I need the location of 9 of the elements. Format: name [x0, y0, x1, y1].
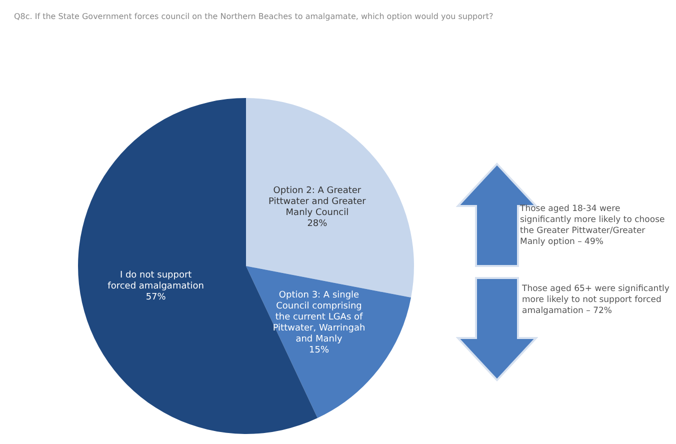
data-label: 28% [307, 218, 328, 229]
data-label: 15% [309, 345, 330, 356]
slice-label: Option 2: A Greater Pittwater and Greater Manly Council [268, 186, 366, 218]
slice-label: Option 3: A single Council comprising the current LGAs of Pittwater, Warringah and Manly [272, 290, 366, 344]
text: Those aged 18-34 were significantly more likely to choose the Greater Pittwater/Greater Manly option – 49% [520, 204, 666, 248]
text: Those aged 65+ were significantly more likely to not support forced amalgamation – 72% [522, 284, 670, 317]
chart-title: Q8c. If the State Government forces council on the Northern Beaches to amalgamate, which option would you support? [14, 12, 494, 21]
slice-label: I do not support forced amalgamation [108, 270, 204, 292]
data-label: 57% [146, 292, 166, 302]
